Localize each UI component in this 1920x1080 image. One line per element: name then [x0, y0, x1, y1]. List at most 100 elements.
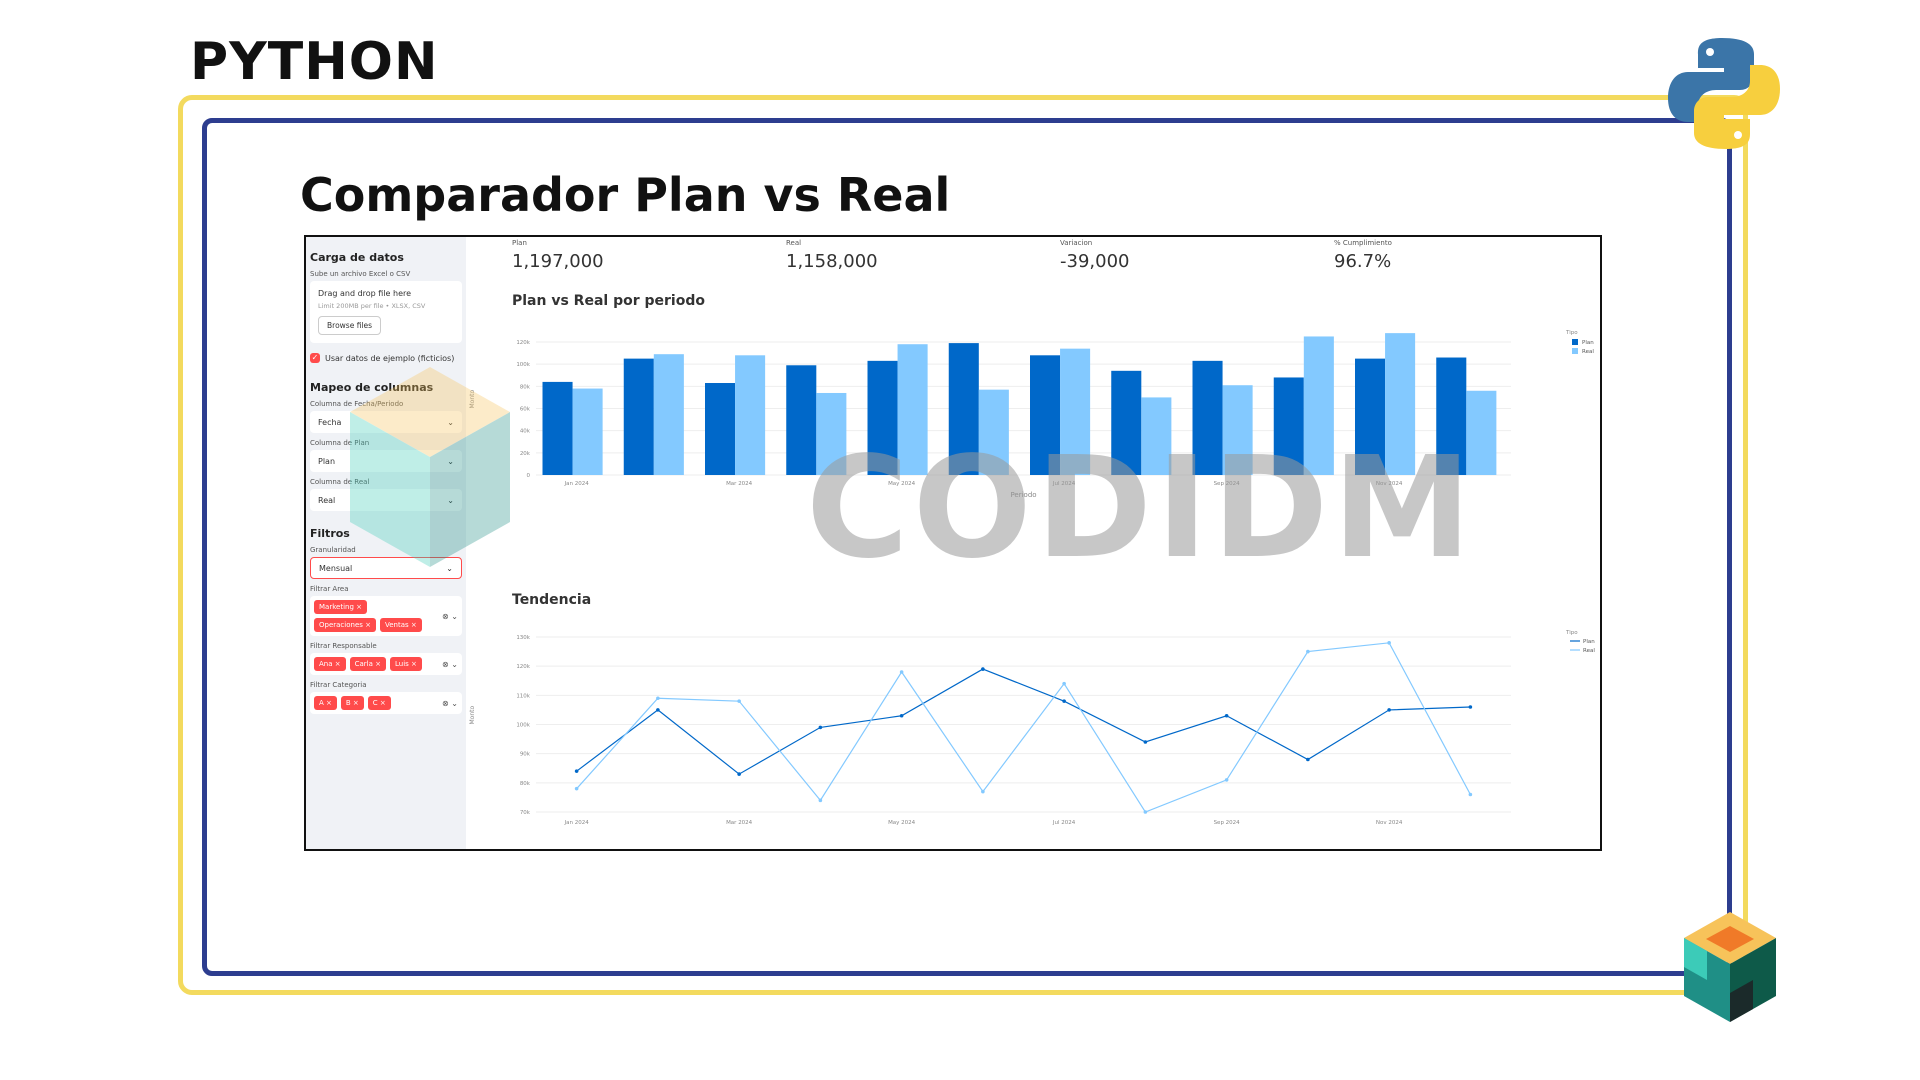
metric-label: Real	[786, 239, 802, 247]
bar-plan	[705, 383, 736, 475]
point-real	[1224, 778, 1229, 782]
point-plan	[818, 725, 823, 730]
bar-real	[572, 388, 603, 475]
y-tick-label: 80k	[520, 384, 531, 390]
bar-real	[653, 354, 684, 475]
x-tick-label: Mar 2024	[726, 820, 753, 826]
point-real	[1468, 792, 1473, 797]
sidebar: Carga de datos Sube un archivo Excel o C…	[306, 237, 466, 849]
metric-label: Plan	[512, 239, 527, 247]
responsable-tag[interactable]: Luis ×	[390, 657, 422, 671]
main-content: Plan 1,197,000 Real 1,158,000 Variacion …	[466, 237, 1600, 849]
y-tick-label: 60k	[520, 407, 531, 413]
check-icon: ✓	[310, 353, 320, 363]
y-tick-label: 130k	[516, 635, 530, 641]
x-tick-label: Mar 2024	[726, 481, 753, 487]
responsable-tag[interactable]: Ana ×	[314, 657, 346, 671]
bar-real	[1466, 390, 1497, 475]
legend-swatch	[1572, 348, 1578, 354]
y-tick-label: 20k	[520, 451, 531, 457]
bar-real	[1060, 348, 1091, 475]
bar-plan	[1192, 360, 1223, 475]
x-tick-label: May 2024	[888, 820, 916, 826]
area-multiselect[interactable]: Marketing × Operaciones × Ventas × ⊗ ⌄	[310, 596, 462, 636]
x-tick-label: Nov 2024	[1376, 820, 1403, 826]
point-real	[981, 789, 985, 794]
y-axis-label: Monto	[469, 705, 476, 724]
real-col-label: Columna de Real	[310, 478, 370, 486]
plan-col-label: Columna de Plan	[310, 439, 370, 447]
python-logo-icon	[1668, 38, 1780, 149]
bar-plan	[948, 343, 979, 475]
clear-chevron-icon[interactable]: ⊗ ⌄	[442, 698, 458, 708]
responsable-multiselect[interactable]: Ana × Carla × Luis × ⊗ ⌄	[310, 653, 462, 675]
plan-select[interactable]: Plan ⌄	[310, 450, 462, 472]
upload-header: Carga de datos	[310, 251, 404, 264]
point-plan	[1224, 713, 1229, 718]
responsable-tag[interactable]: Carla ×	[349, 657, 386, 671]
point-real	[1143, 810, 1148, 814]
granularity-select[interactable]: Mensual ⌄	[310, 557, 462, 579]
mapping-header: Mapeo de columnas	[310, 381, 434, 394]
point-real	[574, 786, 579, 791]
metric-label: Variacion	[1060, 239, 1093, 247]
bar-plan	[542, 381, 573, 475]
point-real	[1306, 649, 1310, 654]
real-select[interactable]: Real ⌄	[310, 489, 462, 511]
area-tag[interactable]: Operaciones ×	[314, 618, 376, 632]
categoria-tag[interactable]: C ×	[367, 696, 391, 710]
point-plan	[1143, 740, 1148, 744]
y-tick-label: 120k	[516, 340, 530, 346]
point-real	[1062, 681, 1066, 686]
sample-data-checkbox[interactable]: ✓ Usar datos de ejemplo (ficticios)	[310, 353, 462, 363]
drop-text: Drag and drop file here	[318, 289, 412, 298]
legend-label: Real	[1583, 648, 1595, 654]
categoria-tag[interactable]: B ×	[340, 696, 364, 710]
metric-variacion: Variacion -39,000	[1060, 239, 1320, 272]
bar-real	[1303, 336, 1334, 475]
upload-label: Sube un archivo Excel o CSV	[310, 270, 411, 278]
slide-title: Comparador Plan vs Real	[300, 168, 951, 222]
bar-real	[816, 392, 847, 475]
chevron-down-icon: ⌄	[447, 417, 454, 427]
clear-chevron-icon[interactable]: ⊗ ⌄	[442, 659, 458, 669]
bar-plan	[786, 365, 817, 475]
legend-title: Tipo	[1565, 330, 1578, 336]
bar-plan	[1273, 377, 1304, 475]
y-tick-label: 0	[527, 473, 531, 479]
metric-label: % Cumplimiento	[1334, 239, 1392, 247]
line-real	[576, 642, 1471, 813]
point-plan	[1468, 705, 1473, 709]
granularity-select-value: Mensual	[319, 563, 353, 573]
bar-plan	[1030, 355, 1061, 475]
point-real	[737, 699, 741, 703]
categoria-tag[interactable]: A ×	[314, 696, 337, 710]
x-tick-label: Sep 2024	[1214, 481, 1241, 487]
responsable-filter-label: Filtrar Responsable	[310, 642, 377, 650]
x-tick-label: Jul 2024	[1052, 481, 1076, 487]
x-tick-label: Jan 2024	[564, 481, 590, 487]
y-tick-label: 80k	[520, 781, 531, 787]
browse-files-button[interactable]: Browse files	[318, 316, 382, 335]
yellow-frame	[178, 95, 1748, 995]
y-tick-label: 100k	[516, 362, 530, 368]
point-plan	[574, 769, 579, 773]
file-dropzone[interactable]: Drag and drop file here Limit 200MB per …	[310, 281, 462, 343]
slide-heading: PYTHON	[190, 32, 439, 92]
clear-chevron-icon[interactable]: ⊗ ⌄	[442, 611, 458, 621]
metric-value: 96.7%	[1334, 251, 1392, 272]
x-axis-label: Periodo	[1010, 491, 1036, 499]
x-tick-label: Jan 2024	[564, 820, 590, 826]
filters-header: Filtros	[310, 527, 350, 540]
fecha-select-value: Fecha	[318, 417, 342, 427]
granularity-label: Granularidad	[310, 546, 356, 554]
fecha-select[interactable]: Fecha ⌄	[310, 411, 462, 433]
y-tick-label: 40k	[520, 429, 531, 435]
area-tag[interactable]: Ventas ×	[380, 618, 422, 632]
categoria-filter-label: Filtrar Categoria	[310, 681, 367, 689]
categoria-multiselect[interactable]: A × B × C × ⊗ ⌄	[310, 692, 462, 714]
bar-chart-title: Plan vs Real por periodo	[512, 293, 705, 309]
metric-value: 1,158,000	[786, 251, 878, 272]
area-tag[interactable]: Marketing ×	[314, 600, 367, 614]
bar-real	[735, 355, 766, 475]
